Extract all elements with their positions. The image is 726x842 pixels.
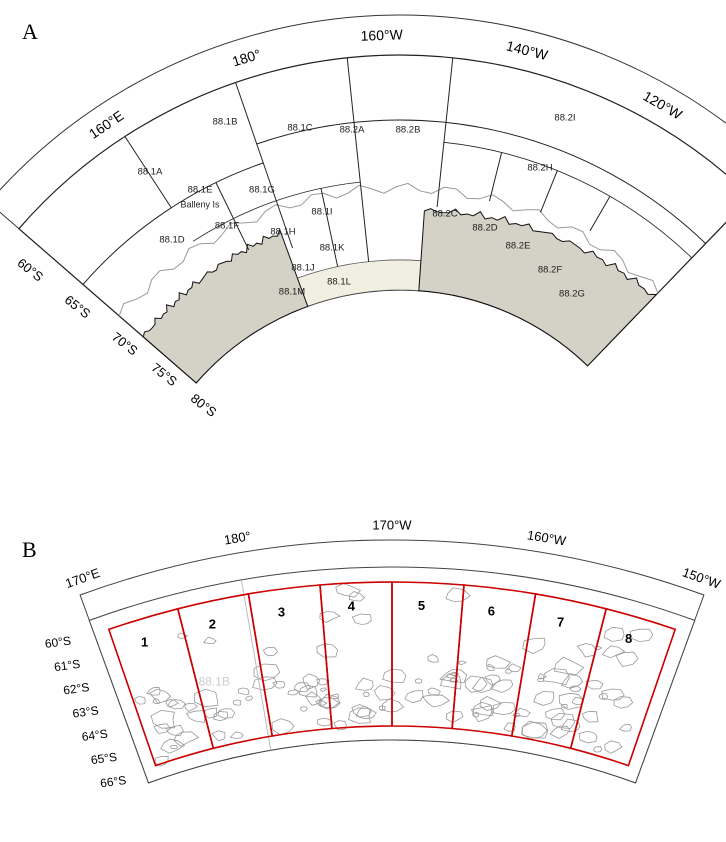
- latitude-label: 66°S: [99, 773, 127, 791]
- background-label: 88.1B: [199, 674, 230, 688]
- region-label: 88.2I: [554, 113, 575, 124]
- region-label: 88.1I: [311, 207, 332, 218]
- region-label: 88.1J: [291, 263, 314, 274]
- latitude-label: 64°S: [81, 726, 109, 744]
- region-label: 88.2G: [559, 289, 585, 300]
- region-label: 88.1G: [249, 185, 275, 196]
- region-label: 88.2F: [538, 265, 562, 276]
- region-label: 88.1E: [188, 185, 213, 196]
- panel-label: B: [22, 537, 37, 562]
- latitude-label: 63°S: [72, 703, 100, 721]
- longitude-label: 160°W: [526, 527, 568, 548]
- longitude-label: 160°W: [360, 26, 403, 43]
- longitude-label: 180°: [223, 528, 252, 547]
- longitude-label: 170°E: [63, 565, 102, 591]
- region-label: 88.2B: [396, 125, 421, 136]
- region-label: 88.2C: [432, 209, 457, 220]
- region-label: 88.2H: [527, 163, 552, 174]
- region-label: 88.2A: [340, 125, 365, 136]
- region-label: 88.1H: [270, 227, 295, 238]
- region-label: 88.1M: [279, 287, 305, 298]
- figure: A B 160°E180°160°W140°W120°W60°S65°S70°S…: [0, 0, 726, 842]
- panel-label: A: [22, 19, 38, 44]
- region-label: 88.1D: [159, 235, 184, 246]
- latitude-label: 65°S: [90, 750, 118, 768]
- region-label: 88.1C: [287, 123, 312, 134]
- latitude-label: 60°S: [44, 633, 72, 651]
- box-label: 1: [141, 634, 148, 649]
- place-label: Balleny Is: [180, 199, 220, 209]
- region-label: 88.1L: [327, 277, 351, 288]
- region-label: 88.1B: [213, 117, 238, 128]
- region-label: 88.2E: [506, 241, 531, 252]
- box-label: 2: [209, 617, 216, 632]
- longitude-label: 150°W: [680, 565, 723, 592]
- box-label: 7: [557, 614, 564, 629]
- latitude-label: 65°S: [62, 292, 94, 321]
- latitude-label: 70°S: [109, 329, 141, 358]
- longitude-label: 170°W: [372, 517, 412, 532]
- box-label: 8: [625, 631, 632, 646]
- latitude-label: 80°S: [188, 391, 220, 420]
- region-label: 88.2D: [472, 223, 497, 234]
- region-label: 88.1F: [215, 221, 239, 232]
- latitude-label: 61°S: [53, 657, 81, 675]
- box-label: 5: [418, 598, 425, 613]
- box-label: 4: [348, 598, 356, 613]
- region-label: 88.1A: [138, 167, 163, 178]
- latitude-label: 60°S: [15, 255, 47, 284]
- box-label: 6: [488, 603, 495, 618]
- latitude-label: 62°S: [62, 680, 90, 698]
- region-label: 88.1K: [320, 243, 345, 254]
- box-label: 3: [278, 605, 285, 620]
